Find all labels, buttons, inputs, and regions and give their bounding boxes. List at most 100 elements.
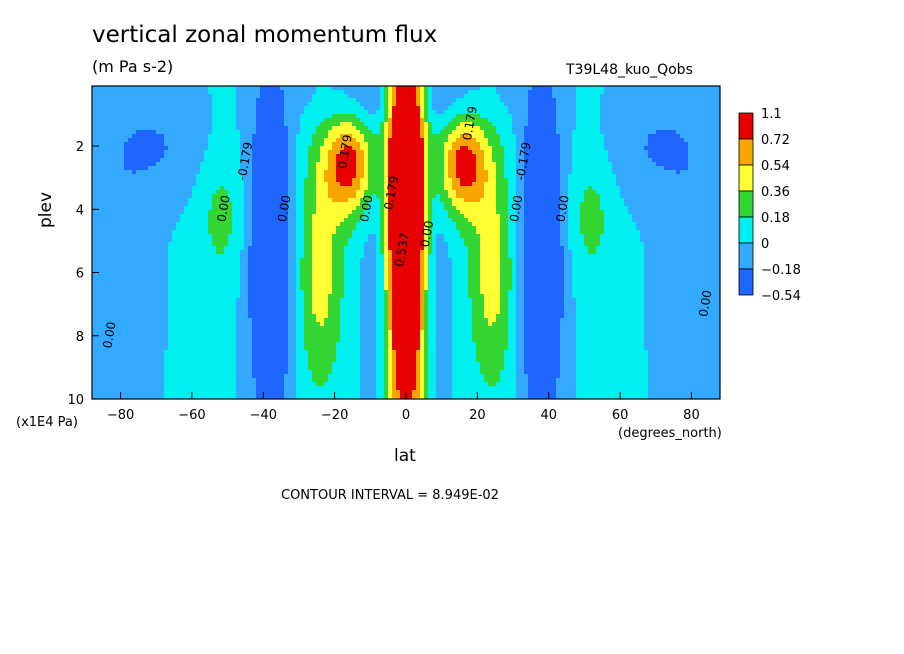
field-cell bbox=[156, 90, 160, 94]
field-cell bbox=[140, 106, 144, 110]
field-cell bbox=[212, 142, 216, 146]
field-cell bbox=[248, 206, 252, 210]
field-cell bbox=[268, 342, 272, 346]
field-cell bbox=[268, 390, 272, 394]
field-cell bbox=[316, 146, 320, 150]
field-cell bbox=[248, 226, 252, 230]
field-cell bbox=[244, 258, 248, 262]
field-cell bbox=[176, 190, 180, 194]
field-cell bbox=[256, 162, 260, 166]
field-cell bbox=[324, 106, 328, 110]
field-cell bbox=[104, 146, 108, 150]
field-cell bbox=[300, 146, 304, 150]
field-cell bbox=[144, 202, 148, 206]
field-cell bbox=[320, 174, 324, 178]
field-cell bbox=[220, 106, 224, 110]
field-cell bbox=[244, 246, 248, 250]
field-cell bbox=[300, 170, 304, 174]
field-cell bbox=[168, 150, 172, 154]
field-cell bbox=[300, 374, 304, 378]
field-cell bbox=[208, 134, 212, 138]
field-cell bbox=[96, 358, 100, 362]
field-cell bbox=[232, 246, 236, 250]
field-cell bbox=[104, 202, 108, 206]
field-cell bbox=[108, 254, 112, 258]
field-cell bbox=[128, 86, 132, 90]
field-cell bbox=[276, 102, 280, 106]
field-cell bbox=[212, 214, 216, 218]
field-cell bbox=[136, 342, 140, 346]
field-cell bbox=[240, 118, 244, 122]
field-cell bbox=[224, 386, 228, 390]
field-cell bbox=[188, 270, 192, 274]
field-cell bbox=[240, 154, 244, 158]
field-cell bbox=[100, 386, 104, 390]
field-cell bbox=[300, 190, 304, 194]
field-cell bbox=[212, 334, 216, 338]
field-cell bbox=[288, 246, 292, 250]
field-cell bbox=[100, 246, 104, 250]
field-cell bbox=[316, 94, 320, 98]
field-cell bbox=[324, 94, 328, 98]
field-cell bbox=[116, 382, 120, 386]
field-cell bbox=[120, 130, 124, 134]
field-cell bbox=[128, 326, 132, 330]
field-cell bbox=[324, 186, 328, 190]
field-cell bbox=[320, 326, 324, 330]
field-cell bbox=[268, 214, 272, 218]
field-cell bbox=[216, 170, 220, 174]
field-cell bbox=[308, 198, 312, 202]
field-cell bbox=[160, 354, 164, 358]
field-cell bbox=[212, 178, 216, 182]
field-cell bbox=[244, 210, 248, 214]
field-cell bbox=[256, 362, 260, 366]
field-cell bbox=[196, 98, 200, 102]
field-cell bbox=[180, 118, 184, 122]
field-cell bbox=[288, 206, 292, 210]
field-cell bbox=[112, 158, 116, 162]
field-cell bbox=[324, 358, 328, 362]
field-cell bbox=[288, 106, 292, 110]
field-cell bbox=[216, 98, 220, 102]
field-cell bbox=[232, 198, 236, 202]
field-cell bbox=[132, 206, 136, 210]
field-cell bbox=[180, 154, 184, 158]
field-cell bbox=[188, 218, 192, 222]
field-cell bbox=[244, 234, 248, 238]
field-cell bbox=[140, 362, 144, 366]
field-cell bbox=[196, 310, 200, 314]
field-cell bbox=[124, 210, 128, 214]
field-cell bbox=[228, 262, 232, 266]
field-cell bbox=[164, 190, 168, 194]
field-cell bbox=[308, 282, 312, 286]
field-cell bbox=[232, 298, 236, 302]
field-cell bbox=[148, 282, 152, 286]
field-cell bbox=[236, 326, 240, 330]
field-cell bbox=[328, 118, 332, 122]
field-cell bbox=[204, 158, 208, 162]
field-cell bbox=[124, 350, 128, 354]
field-cell bbox=[204, 250, 208, 254]
field-cell bbox=[144, 194, 148, 198]
field-cell bbox=[156, 338, 160, 342]
field-cell bbox=[164, 234, 168, 238]
field-cell bbox=[236, 154, 240, 158]
field-cell bbox=[300, 386, 304, 390]
field-cell bbox=[212, 170, 216, 174]
field-cell bbox=[212, 194, 216, 198]
field-cell bbox=[328, 338, 332, 342]
field-cell bbox=[256, 330, 260, 334]
field-cell bbox=[168, 386, 172, 390]
field-cell bbox=[144, 178, 148, 182]
field-cell bbox=[248, 282, 252, 286]
field-cell bbox=[340, 294, 344, 298]
field-cell bbox=[188, 230, 192, 234]
field-cell bbox=[192, 366, 196, 370]
field-cell bbox=[228, 114, 232, 118]
field-cell bbox=[116, 390, 120, 394]
field-cell bbox=[324, 378, 328, 382]
field-cell bbox=[112, 86, 116, 90]
field-cell bbox=[92, 154, 96, 158]
field-cell bbox=[132, 98, 136, 102]
field-cell bbox=[340, 334, 344, 338]
